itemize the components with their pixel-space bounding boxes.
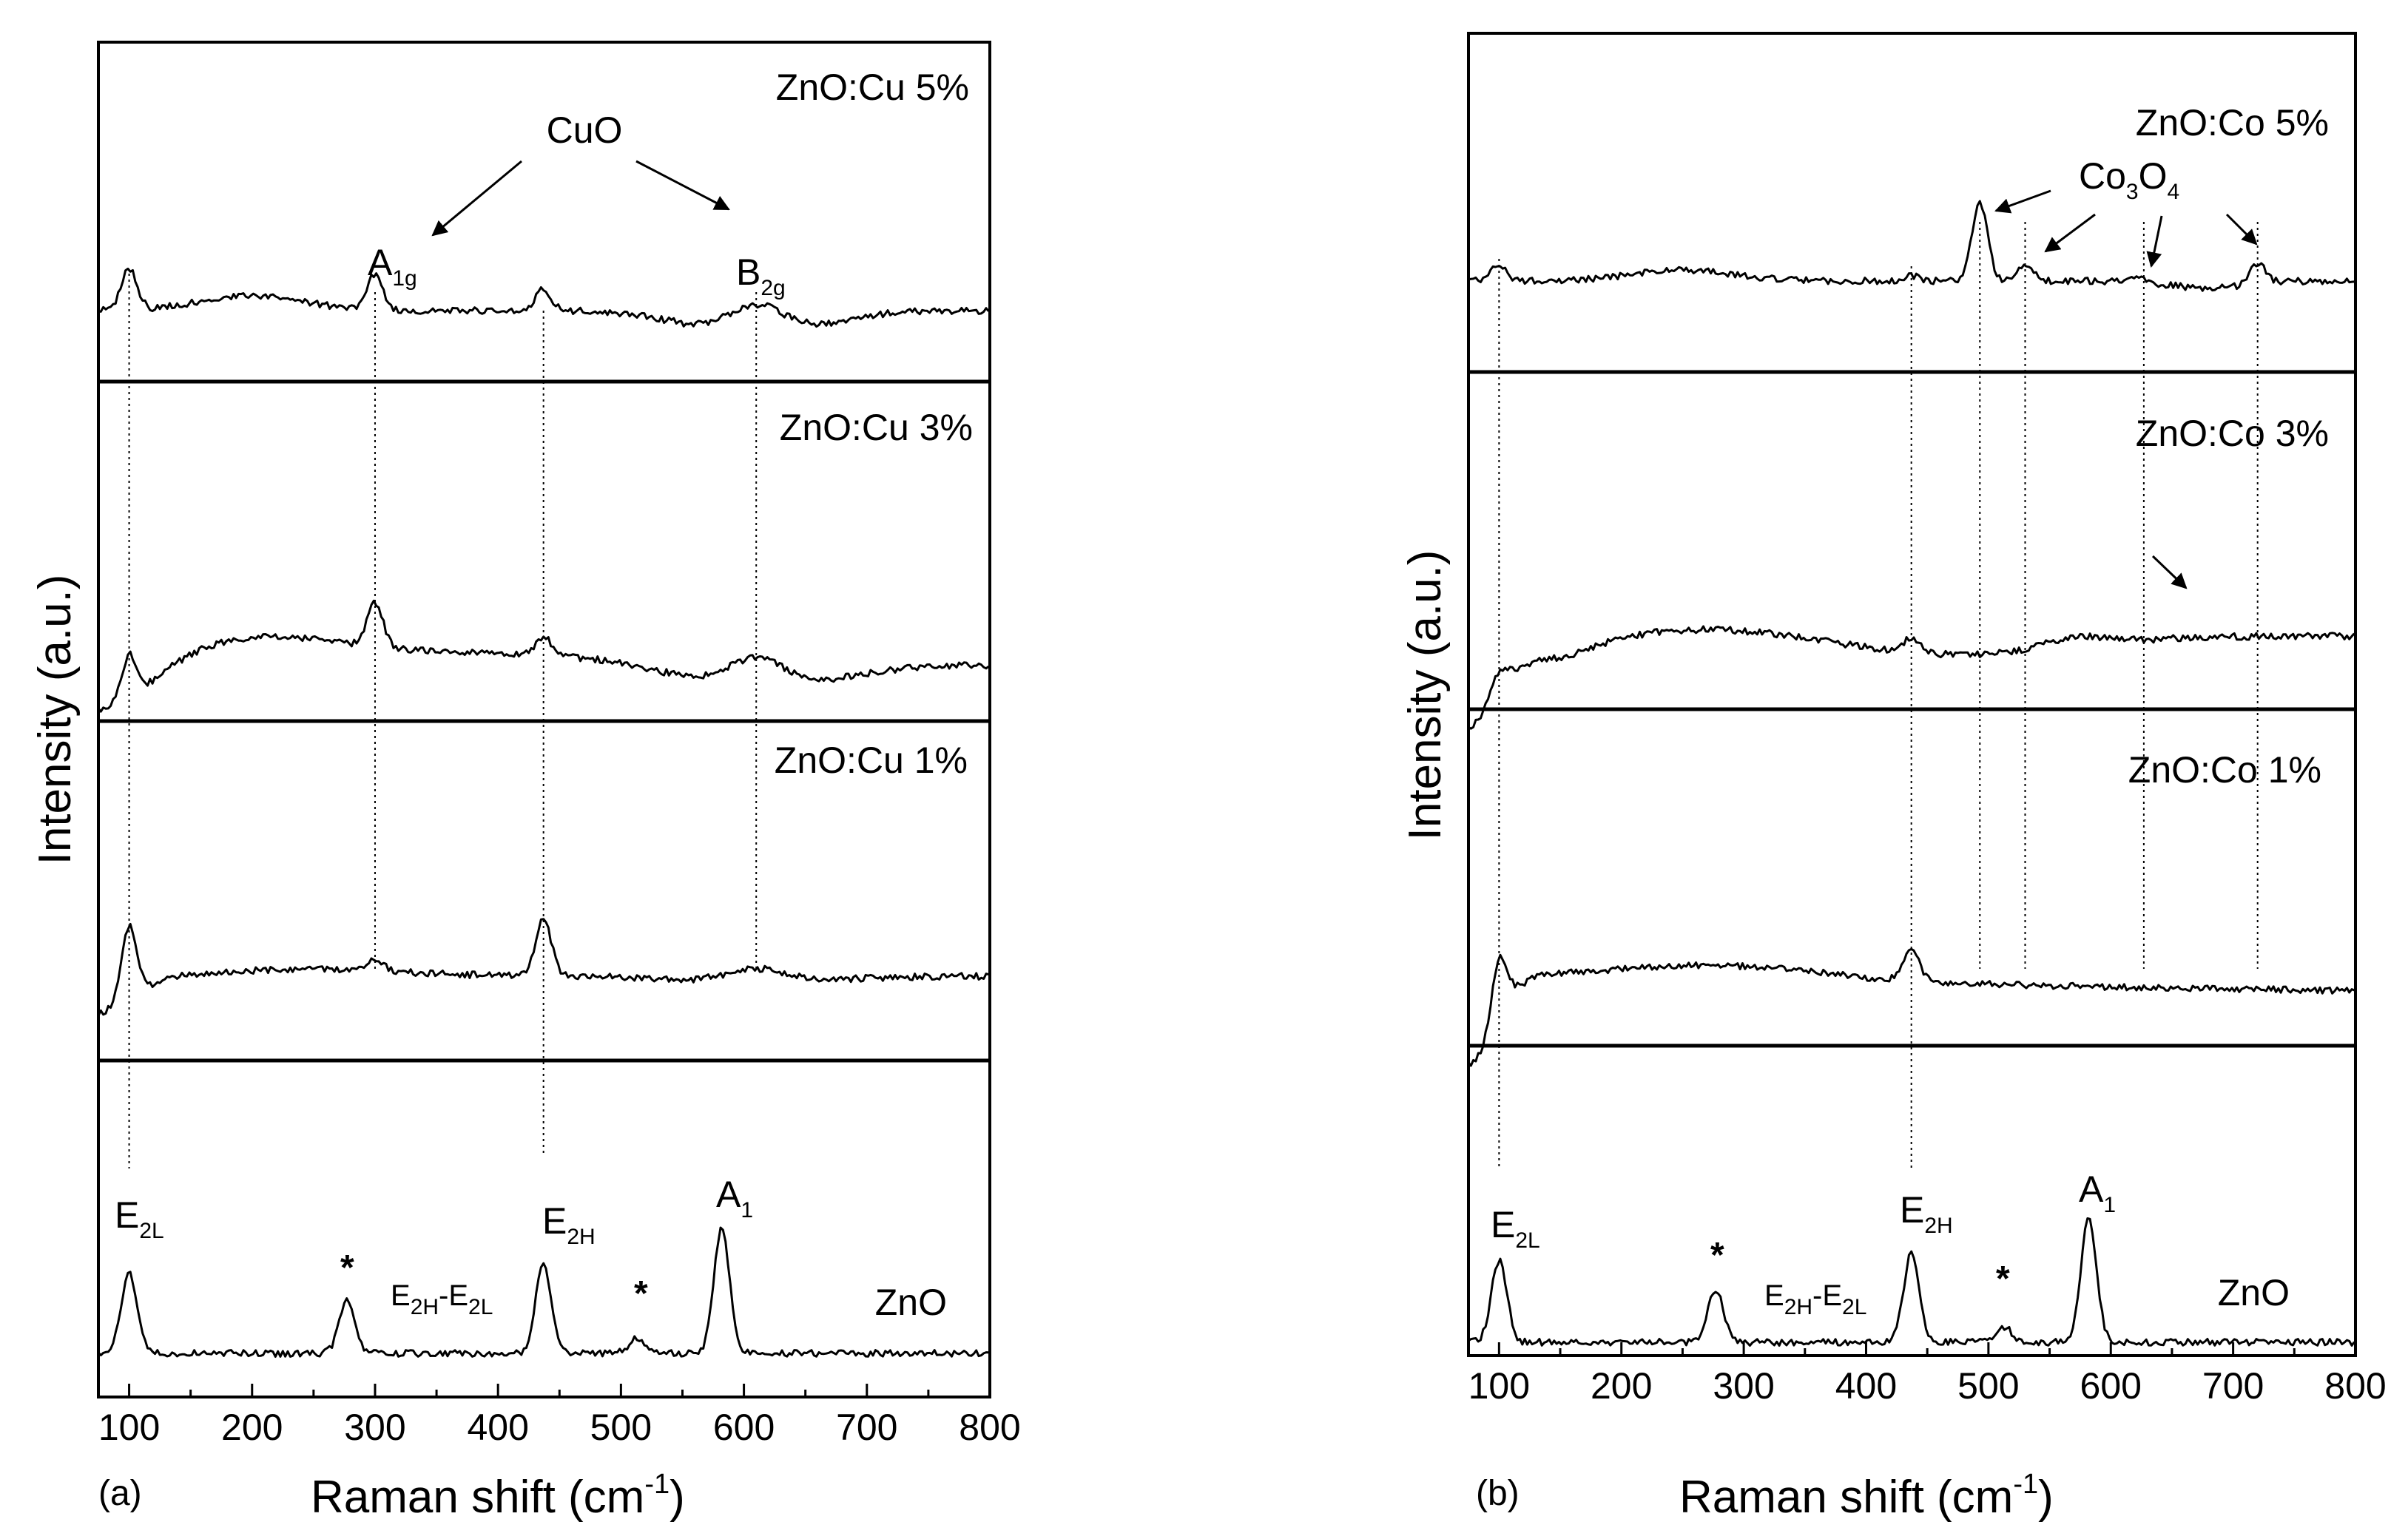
x-tick-label: 800 — [2324, 1365, 2386, 1407]
star-b-2: * — [1996, 1259, 2010, 1299]
panel-a-label: (a) — [98, 1474, 142, 1513]
x-tick-label: 600 — [713, 1407, 775, 1448]
series-label-co3: ZnO:Co 3% — [2136, 413, 2329, 454]
x-tick-label: 200 — [221, 1407, 283, 1448]
x-axis-label-b: Raman shift (cm-1) — [1679, 1469, 2054, 1523]
cuo-arrow-left — [431, 160, 522, 237]
co3o4-label: Co3O4 — [2079, 155, 2179, 204]
x-tick-label: 400 — [1835, 1365, 1897, 1407]
x-tick-label: 600 — [2080, 1365, 2142, 1407]
e2l-label-b: E2L — [1491, 1204, 1540, 1253]
x-tick-label: 800 — [959, 1407, 1020, 1448]
x-tick-label: 500 — [590, 1407, 652, 1448]
x-tick-label: 100 — [1468, 1365, 1530, 1407]
series-label-cu3: ZnO:Cu 3% — [780, 407, 973, 448]
star-a-1: * — [340, 1248, 354, 1288]
x-tick-label: 300 — [1713, 1365, 1774, 1407]
x-tick-label: 100 — [98, 1407, 160, 1448]
panel-a-cu: 100 200 300 400 500 600 700 800 ZnO:Cu 5% ZnO:C… — [30, 41, 1021, 1523]
spectrum-trace — [1468, 200, 2355, 292]
co3-arrow — [2151, 555, 2188, 589]
cuo-arrow-right — [635, 160, 730, 211]
b2g-label: B2g — [736, 251, 786, 300]
spectrum-trace — [97, 918, 989, 1016]
y-axis-label-a: Intensity (a.u.) — [30, 575, 81, 865]
co3o4-arrow-2 — [2044, 213, 2096, 253]
series-label-zno-a: ZnO — [875, 1282, 947, 1323]
star-a-2: * — [634, 1274, 648, 1313]
panel-b-frame — [1467, 32, 2357, 1357]
y-axis-label-b: Intensity (a.u.) — [1400, 550, 1451, 841]
co3o4-arrow-4 — [2225, 213, 2258, 246]
series-label-zno-b: ZnO — [2218, 1272, 2290, 1313]
spectrum-trace — [98, 267, 990, 328]
x-axis-label-a: Raman shift (cm-1) — [311, 1469, 685, 1523]
spectrum-trace — [1467, 947, 2355, 1067]
e2h-label-b: E2H — [1900, 1189, 1953, 1238]
x-tick-label: 500 — [1957, 1365, 2019, 1407]
e2h-e2l-label-b: E2H-E2L — [1764, 1279, 1866, 1319]
spectrum-trace — [97, 1226, 989, 1358]
e2l-label-a: E2L — [115, 1194, 164, 1243]
panel-b-co: 100 200 300 400 500 600 700 800 ZnO:Co 5% ZnO:C… — [1400, 32, 2387, 1523]
x-tick-label: 400 — [467, 1407, 528, 1448]
e2h-e2l-label-a: E2H-E2L — [391, 1279, 493, 1319]
star-b-1: * — [1710, 1236, 1724, 1275]
x-tick-label: 700 — [2202, 1365, 2264, 1407]
series-label-cu5: ZnO:Cu 5% — [776, 67, 969, 108]
series-label-co5: ZnO:Co 5% — [2136, 102, 2329, 143]
co3o4-arrow-1 — [1994, 189, 2051, 214]
panel-b-label: (b) — [1476, 1474, 1520, 1513]
x-tick-label: 200 — [1591, 1365, 1652, 1407]
a1g-label: A1g — [368, 242, 417, 291]
e2h-label-a: E2H — [542, 1200, 596, 1249]
series-label-co1: ZnO:Co 1% — [2128, 749, 2321, 791]
spectrum-trace — [1468, 625, 2355, 730]
cuo-label: CuO — [547, 109, 623, 151]
a1-label-a: A1 — [716, 1174, 753, 1222]
spectrum-trace — [97, 599, 990, 713]
a1-label-b: A1 — [2079, 1168, 2116, 1217]
x-tick-label: 300 — [344, 1407, 405, 1448]
series-label-cu1: ZnO:Cu 1% — [775, 740, 968, 781]
x-tick-label: 700 — [836, 1407, 897, 1448]
co3o4-arrow-3 — [2146, 215, 2163, 268]
spectrum-trace — [1468, 1217, 2355, 1347]
